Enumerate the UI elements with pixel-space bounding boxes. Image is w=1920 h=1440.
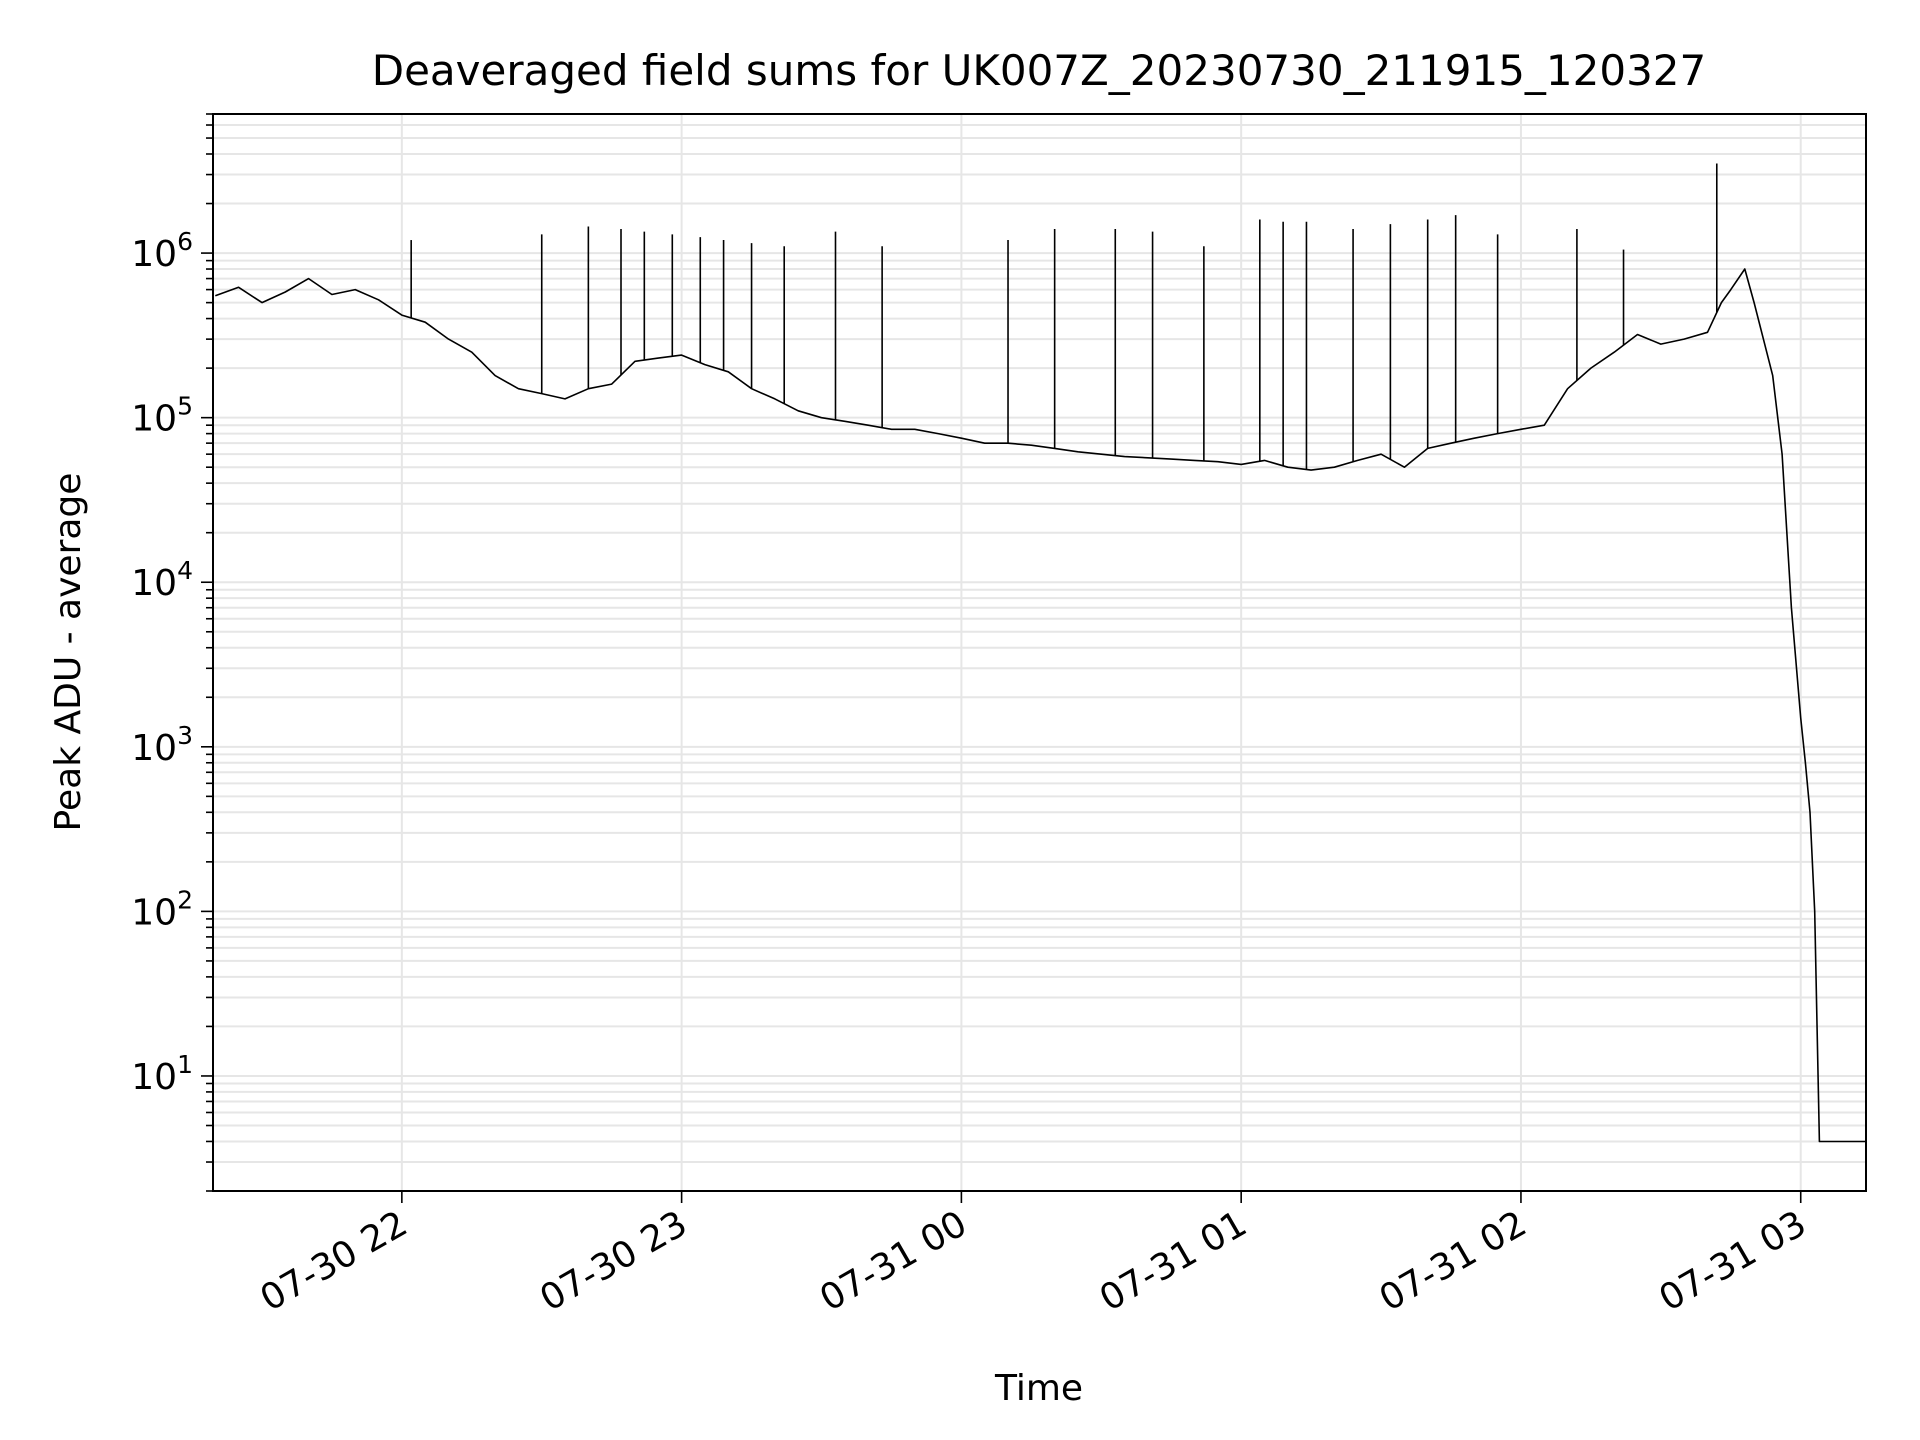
y-axis-label: Peak ADU - average (48, 473, 89, 832)
y-tick-label: 103 (131, 721, 193, 769)
ticks (201, 113, 1802, 1203)
plot-area (213, 114, 1866, 1191)
y-tick-label: 101 (131, 1050, 193, 1098)
y-tick-label: 105 (131, 392, 193, 440)
y-tick-label: 106 (131, 227, 193, 275)
series-layer (215, 163, 1866, 1143)
x-axis-label: Time (994, 1368, 1083, 1409)
y-tick-label: 104 (131, 556, 193, 604)
grid (213, 113, 1866, 1192)
chart-title: Deaveraged field sums for UK007Z_2023073… (372, 46, 1707, 95)
y-tick-label: 102 (131, 885, 193, 933)
plot-frame (212, 113, 1867, 1192)
series-line (215, 268, 1866, 1143)
